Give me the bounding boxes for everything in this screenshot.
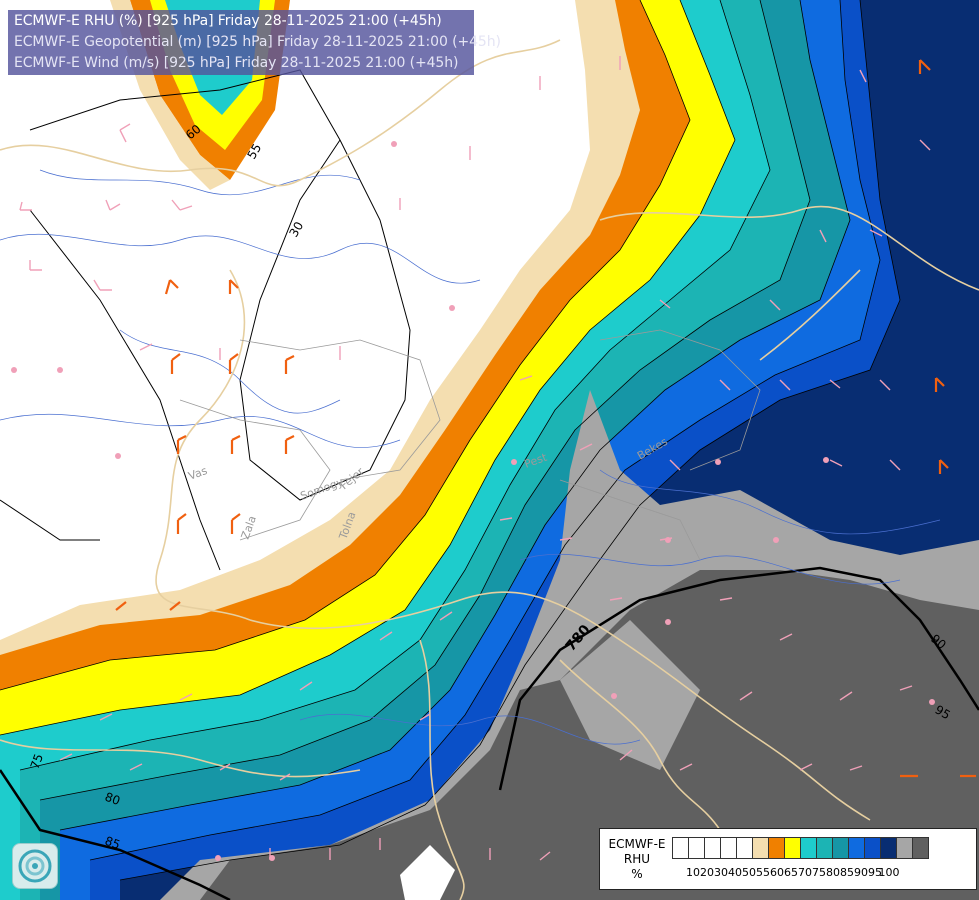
legend-swatch	[864, 837, 881, 859]
legend-swatch	[736, 837, 753, 859]
legend-swatch	[752, 837, 769, 859]
legend-swatches	[672, 837, 929, 859]
country-borders	[0, 39, 979, 900]
contour-label-75: 75	[28, 752, 46, 771]
legend-tick-label: 95	[868, 866, 882, 879]
rhu-band-100-light-2	[560, 620, 700, 770]
legend-swatch	[720, 837, 737, 859]
geopotential-label-30: 30	[286, 219, 306, 239]
legend-tick-label: 55	[756, 866, 770, 879]
legend-swatch	[880, 837, 897, 859]
legend-swatch	[784, 837, 801, 859]
legend-swatch	[672, 837, 689, 859]
contour-label-55: 55	[244, 141, 264, 161]
contour-label-95: 95	[933, 702, 953, 722]
legend-unit-label: %	[631, 867, 643, 881]
legend-tick-label: 50	[742, 866, 756, 879]
legend-swatch	[800, 837, 817, 859]
wind-barbs-light	[19, 56, 931, 861]
color-legend: ECMWF-E RHU % 10 20 30 40 50 55 60 65 70 75 80 85 90…	[599, 828, 977, 890]
contour-label-80: 80	[103, 790, 122, 808]
geopotential-780-contour	[498, 566, 979, 791]
region-label-zala: Zala	[239, 514, 259, 541]
county-borders	[179, 329, 761, 561]
legend-title: ECMWF-E RHU %	[604, 837, 670, 882]
legend-tick-label: 85	[840, 866, 854, 879]
legend-tick-label: 80	[826, 866, 840, 879]
legend-swatch	[896, 837, 913, 859]
legend-swatch	[832, 837, 849, 859]
map-title-box: ECMWF-E RHU (%) [925 hPa] Friday 28-11-2…	[8, 10, 501, 75]
legend-model-label: ECMWF-E	[608, 837, 666, 851]
contour-label-85: 85	[103, 834, 122, 852]
legend-tick-label: 30	[714, 866, 728, 879]
legend-tick-label: 40	[728, 866, 742, 879]
rivers	[0, 169, 941, 745]
legend-tick-label: 20	[700, 866, 714, 879]
legend-tick-label: 75	[812, 866, 826, 879]
legend-tick-label: 60	[770, 866, 784, 879]
rhu-contour-lines	[0, 0, 901, 881]
legend-swatch	[768, 837, 785, 859]
legend-variable-label: RHU	[623, 852, 651, 866]
legend-tick-label: 100	[878, 866, 900, 879]
legend-tick-label: 90	[854, 866, 868, 879]
legend-swatch	[848, 837, 865, 859]
geopotential-contours	[0, 69, 411, 571]
legend-swatch	[912, 837, 929, 859]
title-wind: ECMWF-E Wind (m/s) [925 hPa] Friday 28-1…	[14, 55, 459, 71]
title-geopotential: ECMWF-E Geopotential (m) [925 hPa] Frida…	[14, 34, 501, 50]
wind-barbs-strong	[115, 59, 976, 778]
legend-swatch	[688, 837, 705, 859]
region-label-vas: Vas	[187, 464, 210, 483]
legend-tick-labels: 10 20 30 40 50 55 60 65 70 75 80 85 90 95 100	[672, 866, 972, 880]
legend-swatch	[816, 837, 833, 859]
rhu-band-low-patch	[400, 845, 455, 900]
legend-swatch	[704, 837, 721, 859]
legend-tick-label: 65	[784, 866, 798, 879]
legend-tick-label: 70	[798, 866, 812, 879]
provider-logo-icon	[12, 843, 58, 889]
legend-tick-label: 10	[686, 866, 700, 879]
region-label-fejer: Fejer	[338, 465, 367, 493]
title-rhu: ECMWF-E RHU (%) [925 hPa] Friday 28-11-2…	[14, 13, 442, 29]
calm-markers	[11, 141, 935, 861]
geopotential-780-contour-left	[0, 769, 231, 900]
region-label-somogy: Somogy	[299, 475, 346, 503]
